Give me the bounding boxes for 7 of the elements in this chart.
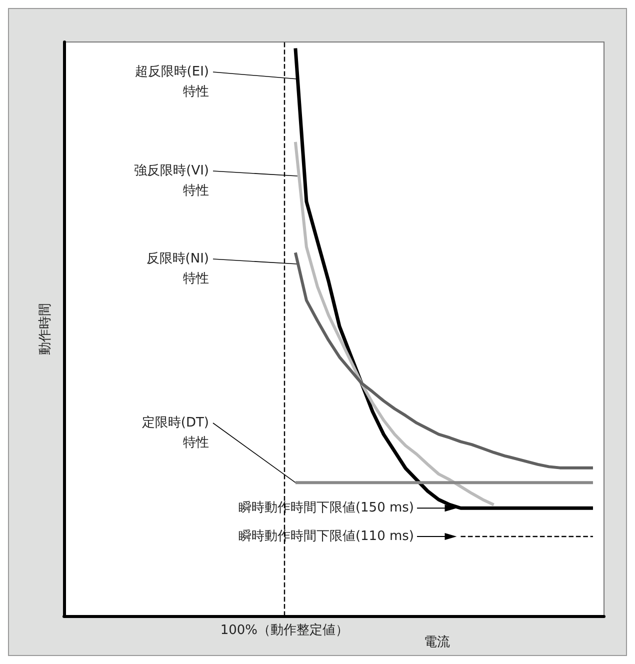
text: 定限時(DT) 特性	[142, 416, 209, 450]
text: 超反限時(EI) 特性	[134, 64, 209, 100]
y-axis-title: 動作時間	[38, 303, 53, 355]
text: 強反限時(VI) 特性	[134, 164, 209, 198]
text: 100%（動作整定値）	[220, 623, 348, 638]
text: 反限時(NI) 特性	[146, 252, 209, 286]
x-axis-title: 電流	[424, 634, 450, 650]
